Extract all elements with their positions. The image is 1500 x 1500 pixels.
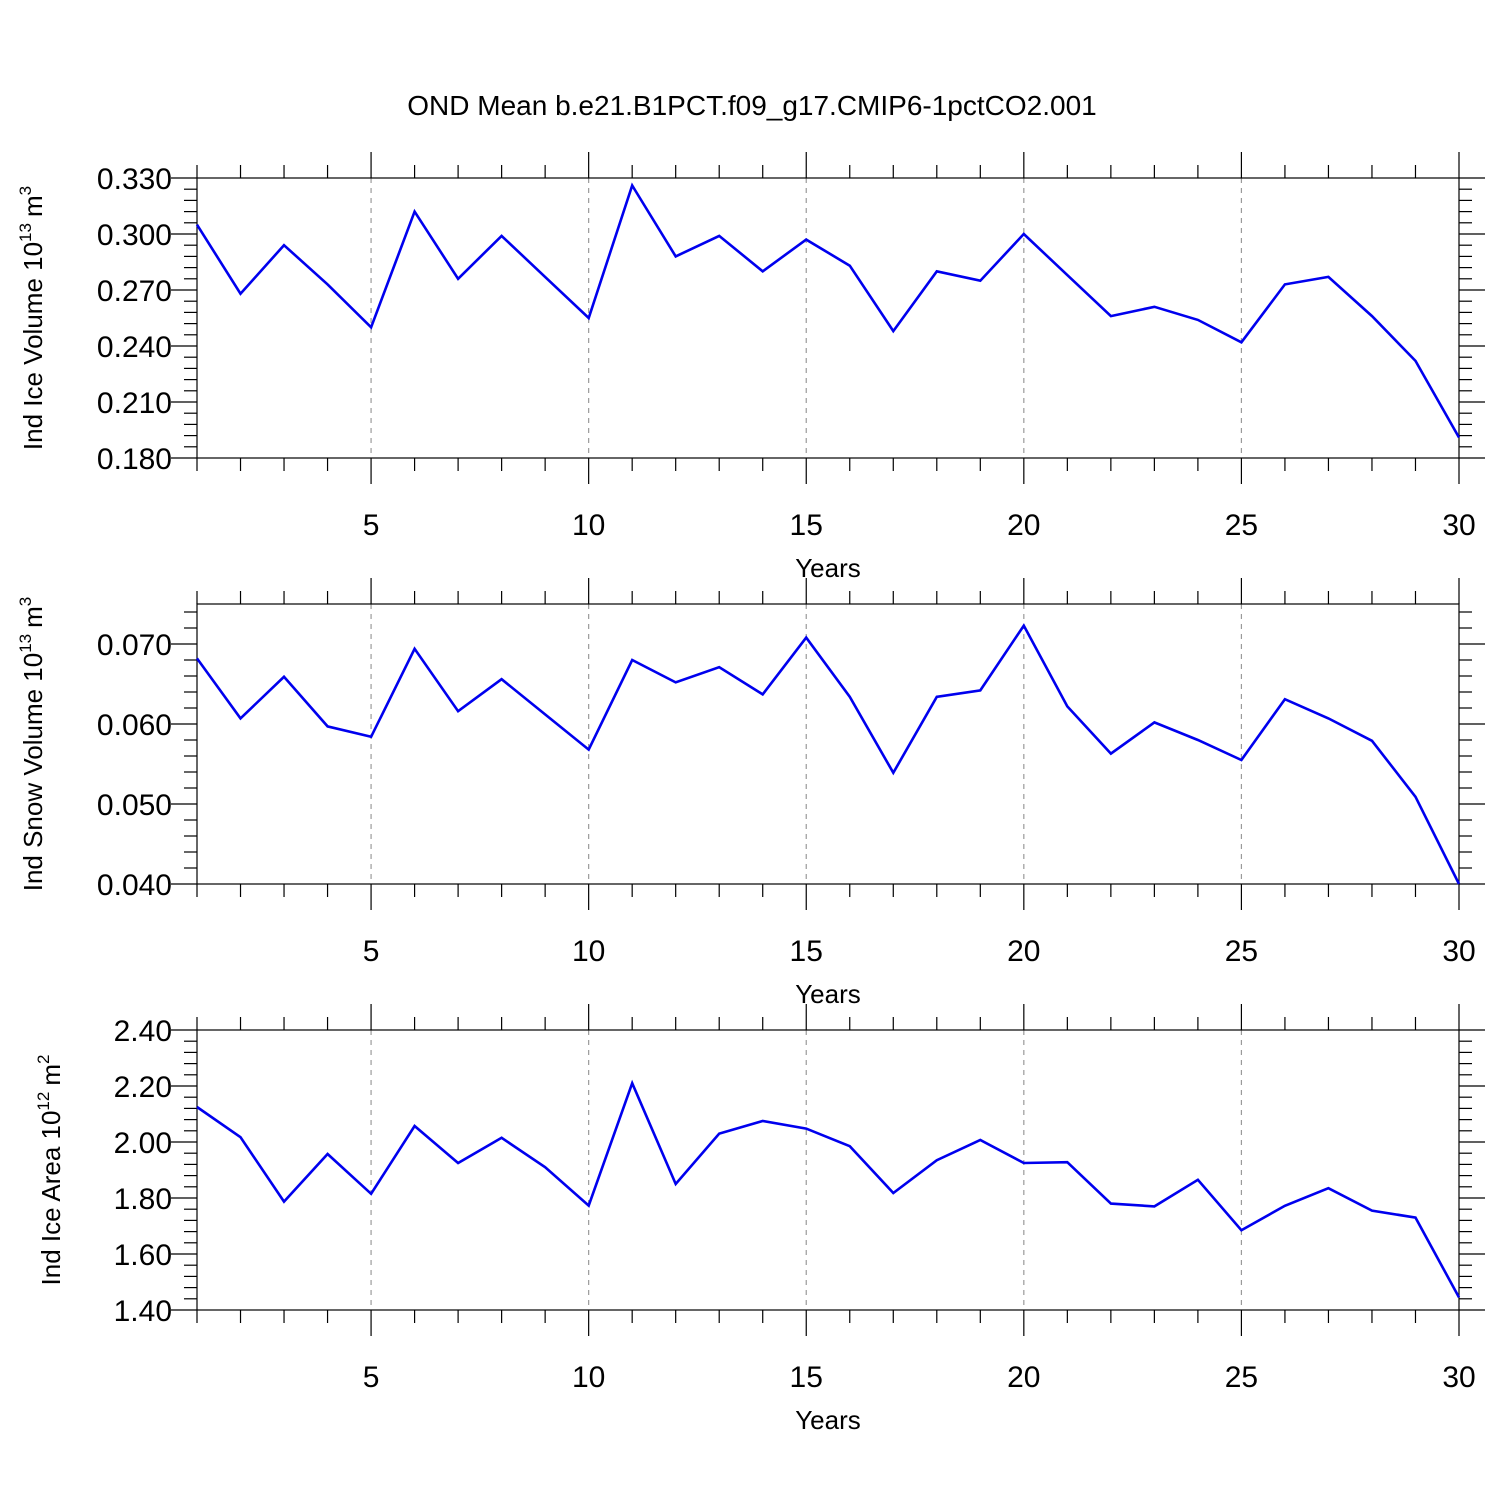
y-axis-title: Ind Snow Volume 1013m3 [16, 597, 48, 892]
x-axis-title: Years [795, 553, 861, 583]
x-tick-label: 5 [363, 1361, 380, 1394]
y-tick-label: 0.270 [97, 275, 172, 308]
y-tick-label: 2.00 [114, 1127, 172, 1160]
x-tick-label: 20 [1007, 935, 1040, 968]
y-tick-label: 1.80 [114, 1183, 172, 1216]
y-tick-label: 0.240 [97, 331, 172, 364]
x-tick-label: 25 [1225, 1361, 1258, 1394]
y-tick-label: 1.60 [114, 1239, 172, 1272]
y-tick-label: 0.330 [97, 163, 172, 196]
x-tick-label: 5 [363, 935, 380, 968]
ice-volume-panel: 0.180 0.210 0.240 0.270 0.300 0.330 5 10 15 20 25 3… [16, 152, 1485, 583]
snow-volume-panel: 0.040 0.050 0.060 0.070 5 10 15 20 25 30 Years Ind … [16, 578, 1485, 1009]
x-tick-label: 20 [1007, 509, 1040, 542]
y-tick-label: 2.20 [114, 1071, 172, 1104]
y-tick-label: 0.060 [97, 709, 172, 742]
plot-frame [196, 603, 1460, 885]
x-axis-title: Years [795, 979, 861, 1009]
x-tick-label: 10 [572, 935, 605, 968]
y-axis-title: Ind Ice Volume 1013m3 [16, 186, 48, 450]
x-tick-label: 5 [363, 509, 380, 542]
x-tick-label: 15 [790, 509, 823, 542]
x-tick-label: 10 [572, 509, 605, 542]
x-tick-label: 10 [572, 1361, 605, 1394]
x-tick-label: 30 [1442, 509, 1475, 542]
series-line [195, 182, 1461, 439]
series-line [195, 623, 1461, 885]
y-tick-label: 0.180 [97, 443, 172, 476]
x-tick-label: 15 [790, 1361, 823, 1394]
y-tick-label: 0.050 [97, 789, 172, 822]
x-tick-label: 30 [1442, 1361, 1475, 1394]
y-tick-label: 2.40 [114, 1015, 172, 1048]
x-axis-title: Years [795, 1405, 861, 1435]
y-tick-label: 0.040 [97, 869, 172, 902]
y-tick-label: 1.40 [114, 1295, 172, 1328]
y-axis-title: Ind Ice Area 1012m2 [34, 1055, 66, 1286]
y-tick-label: 0.070 [97, 629, 172, 662]
figure-title: OND Mean b.e21.B1PCT.f09_g17.CMIP6-1pctC… [407, 90, 1096, 121]
x-tick-label: 20 [1007, 1361, 1040, 1394]
plot-frame [196, 177, 1460, 459]
x-tick-label: 25 [1225, 935, 1258, 968]
series-line [196, 1079, 1461, 1299]
y-tick-label: 0.210 [97, 387, 172, 420]
ice-area-panel: 1.40 1.60 1.80 2.00 2.20 2.40 5 10 15 20 25 30 Years… [34, 1004, 1485, 1435]
y-tick-label: 0.300 [97, 219, 172, 252]
x-tick-label: 15 [790, 935, 823, 968]
plot-frame [196, 1029, 1460, 1311]
x-tick-label: 25 [1225, 509, 1258, 542]
x-tick-label: 30 [1442, 935, 1475, 968]
